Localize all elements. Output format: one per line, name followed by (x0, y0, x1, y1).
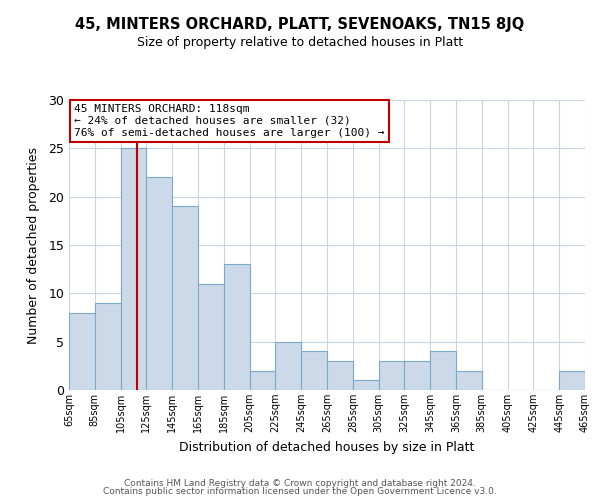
Bar (379, 361, 404, 390)
Bar (327, 361, 353, 390)
Bar (353, 380, 379, 390)
Bar (172, 206, 198, 390)
Text: Size of property relative to detached houses in Platt: Size of property relative to detached ho… (137, 36, 463, 49)
Bar (250, 370, 275, 390)
Bar (95, 303, 121, 390)
Text: 45 MINTERS ORCHARD: 118sqm
← 24% of detached houses are smaller (32)
76% of semi: 45 MINTERS ORCHARD: 118sqm ← 24% of deta… (74, 104, 385, 138)
Bar (559, 370, 585, 390)
X-axis label: Distribution of detached houses by size in Platt: Distribution of detached houses by size … (179, 440, 475, 454)
Bar (456, 370, 482, 390)
Bar (146, 178, 172, 390)
Bar (404, 361, 430, 390)
Text: Contains public sector information licensed under the Open Government Licence v3: Contains public sector information licen… (103, 487, 497, 496)
Bar (121, 148, 146, 390)
Bar (275, 342, 301, 390)
Text: 45, MINTERS ORCHARD, PLATT, SEVENOAKS, TN15 8JQ: 45, MINTERS ORCHARD, PLATT, SEVENOAKS, T… (76, 18, 524, 32)
Bar (69, 312, 95, 390)
Text: Contains HM Land Registry data © Crown copyright and database right 2024.: Contains HM Land Registry data © Crown c… (124, 478, 476, 488)
Bar (224, 264, 250, 390)
Bar (198, 284, 224, 390)
Bar (301, 352, 327, 390)
Y-axis label: Number of detached properties: Number of detached properties (27, 146, 40, 344)
Bar (430, 352, 456, 390)
